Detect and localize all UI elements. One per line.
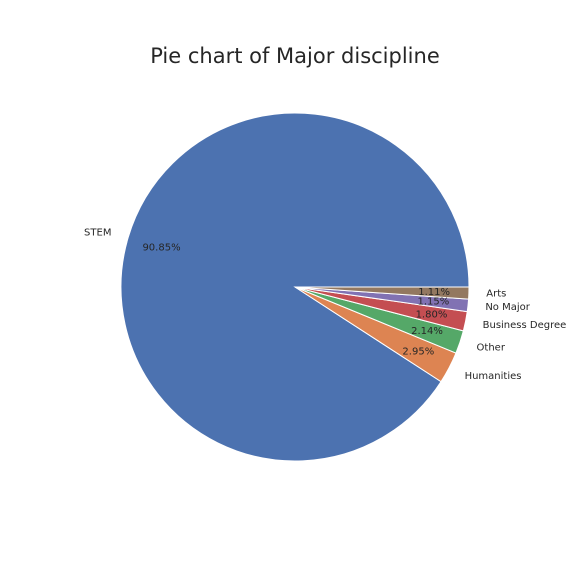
pie-slice-arts	[294, 286, 470, 300]
slice-label-arts: Arts	[486, 289, 506, 300]
pct-label-business-degree: 1.80%	[416, 309, 448, 320]
slice-label-business-degree: Business Degree	[483, 320, 567, 331]
pie-slices	[120, 112, 470, 462]
slice-label-stem: STEM	[84, 228, 111, 239]
pct-label-no-major: 1.15%	[418, 297, 450, 308]
slice-label-no-major: No Major	[485, 302, 530, 313]
pie-labels: STEM 90.85% Humanities 2.95% Other 2.14% Busin…	[84, 228, 566, 382]
slice-label-humanities: Humanities	[465, 371, 522, 382]
slice-label-other: Other	[477, 343, 506, 354]
pct-label-humanities: 2.95%	[402, 347, 434, 358]
pct-label-arts: 1.11%	[418, 287, 450, 298]
chart-title: Pie chart of Major discipline	[150, 44, 440, 68]
pct-label-other: 2.14%	[411, 326, 443, 337]
pct-label-stem: 90.85%	[142, 243, 180, 254]
